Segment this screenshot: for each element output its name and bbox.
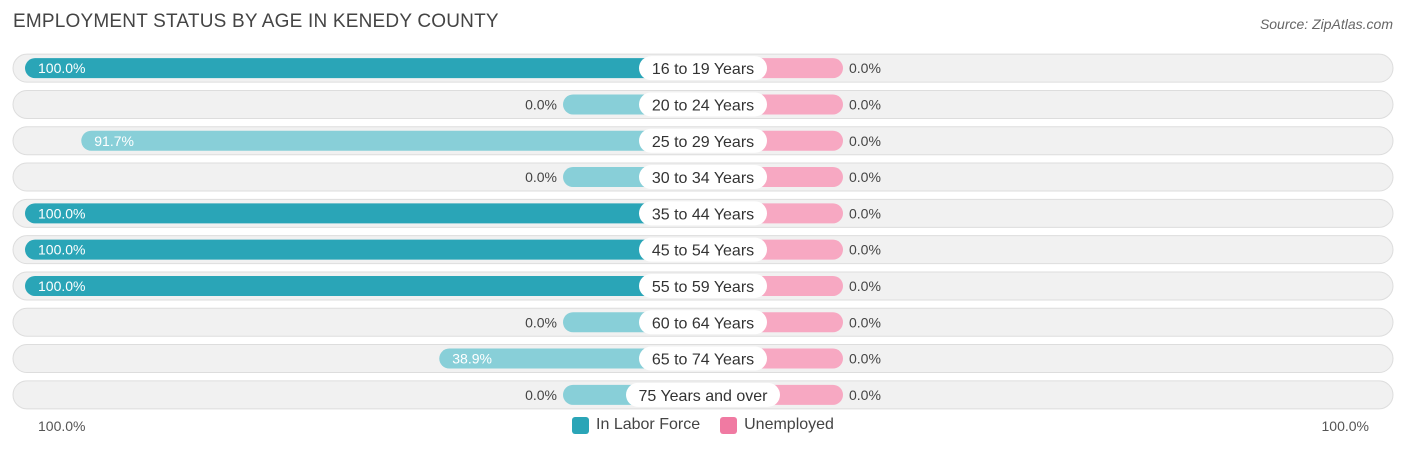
- chart-area: 100.0% 0.0% 16 to 19 Years 0.0% 0.0% 20 to 24…: [12, 53, 1394, 410]
- category-label: 16 to 19 Years: [652, 61, 754, 78]
- category-pill: [626, 382, 780, 407]
- category-label: 30 to 34 Years: [652, 170, 754, 187]
- category-pill: [639, 92, 767, 117]
- axis-right-label: 100.0%: [1321, 418, 1369, 434]
- bar-labor-force: [25, 239, 703, 260]
- legend-item-labor-force: In Labor Force: [572, 416, 700, 434]
- label-labor-force: 0.0%: [525, 96, 557, 112]
- label-unemployed: 0.0%: [849, 278, 881, 294]
- chart-row: 91.7% 0.0% 25 to 29 Years: [12, 126, 1394, 156]
- chart-row: 0.0% 0.0% 20 to 24 Years: [12, 89, 1394, 119]
- category-label: 35 to 44 Years: [652, 206, 754, 223]
- category-label: 45 to 54 Years: [652, 243, 754, 260]
- category-pill: [639, 56, 767, 81]
- legend-swatch-labor-force: [572, 416, 590, 434]
- chart-row: 100.0% 0.0% 35 to 44 Years: [12, 198, 1394, 228]
- label-labor-force: 0.0%: [525, 387, 557, 403]
- chart-title: EMPLOYMENT STATUS BY AGE IN KENEDY COUNT…: [13, 11, 499, 32]
- category-label: 55 to 59 Years: [652, 279, 754, 296]
- label-labor-force: 0.0%: [525, 314, 557, 330]
- chart-row: 100.0% 0.0% 55 to 59 Years: [12, 271, 1394, 301]
- bar-labor-force: [25, 275, 703, 296]
- category-label: 20 to 24 Years: [652, 97, 754, 114]
- category-label: 75 Years and over: [639, 388, 769, 405]
- category-pill: [639, 310, 767, 335]
- label-unemployed: 0.0%: [849, 96, 881, 112]
- legend-item-unemployed: Unemployed: [720, 416, 834, 434]
- legend: In Labor Force Unemployed: [0, 416, 1406, 434]
- category-label: 65 to 74 Years: [652, 352, 754, 369]
- label-labor-force: 91.7%: [94, 133, 134, 149]
- category-pill: [639, 165, 767, 190]
- label-unemployed: 0.0%: [849, 205, 881, 221]
- label-unemployed: 0.0%: [849, 60, 881, 76]
- category-pill: [639, 237, 767, 262]
- label-labor-force: 100.0%: [38, 205, 85, 221]
- bar-labor-force: [25, 58, 703, 79]
- bar-labor-force: [81, 130, 704, 151]
- chart-row: 0.0% 0.0% 75 Years and over: [12, 380, 1394, 410]
- label-labor-force: 100.0%: [38, 242, 85, 258]
- category-label: 60 to 64 Years: [652, 315, 754, 332]
- category-pill: [639, 346, 767, 371]
- category-pill: [639, 128, 767, 153]
- legend-label-unemployed: Unemployed: [744, 416, 834, 433]
- chart-row: 100.0% 0.0% 45 to 54 Years: [12, 235, 1394, 265]
- legend-swatch-unemployed: [720, 416, 738, 434]
- label-unemployed: 0.0%: [849, 387, 881, 403]
- category-pill: [639, 201, 767, 226]
- chart-row: 0.0% 0.0% 30 to 34 Years: [12, 162, 1394, 192]
- category-label: 25 to 29 Years: [652, 134, 754, 151]
- label-labor-force: 100.0%: [38, 60, 85, 76]
- label-unemployed: 0.0%: [849, 169, 881, 185]
- bar-labor-force: [439, 348, 703, 369]
- axis-left-label: 100.0%: [38, 418, 86, 434]
- category-pill: [639, 273, 767, 298]
- source-label: Source: ZipAtlas.com: [1259, 16, 1393, 32]
- bar-labor-force: [25, 203, 703, 224]
- label-unemployed: 0.0%: [849, 133, 881, 149]
- legend-label-labor-force: In Labor Force: [596, 416, 701, 433]
- label-labor-force: 38.9%: [452, 351, 492, 367]
- chart-row: 38.9% 0.0% 65 to 74 Years: [12, 344, 1394, 374]
- label-labor-force: 100.0%: [38, 278, 85, 294]
- label-unemployed: 0.0%: [849, 314, 881, 330]
- label-unemployed: 0.0%: [849, 351, 881, 367]
- chart-row: 100.0% 0.0% 16 to 19 Years: [12, 53, 1394, 83]
- label-labor-force: 0.0%: [525, 169, 557, 185]
- label-unemployed: 0.0%: [849, 242, 881, 258]
- chart-row: 0.0% 0.0% 60 to 64 Years: [12, 307, 1394, 337]
